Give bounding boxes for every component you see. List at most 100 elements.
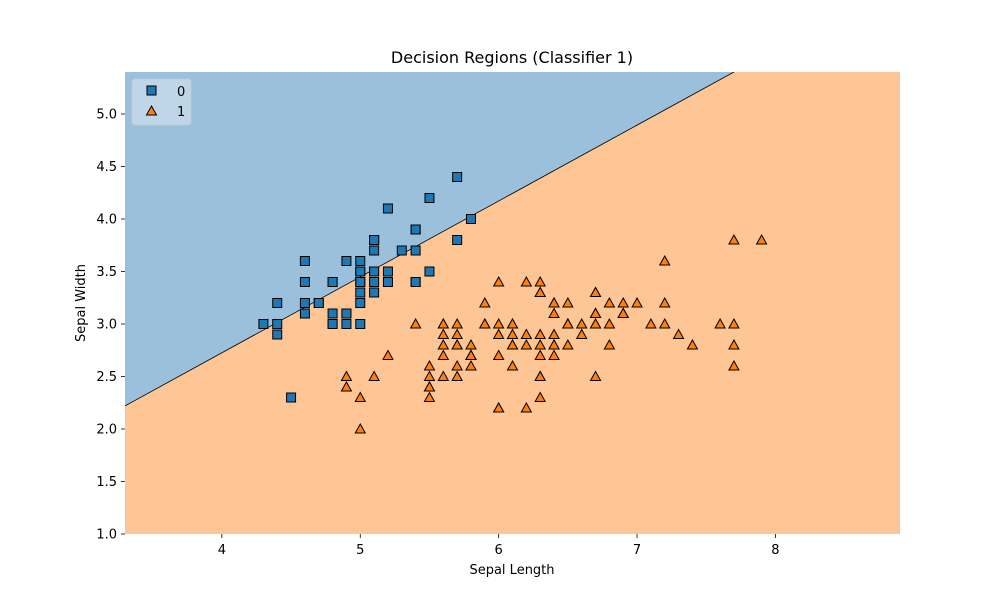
point-class-0 [369,287,380,298]
point-class-1 [714,317,726,329]
point-class-1 [520,328,533,339]
point-class-1 [686,338,699,350]
point-class-1 [465,359,477,371]
point-class-1 [506,328,519,339]
point-class-1 [534,370,547,381]
point-class-1 [534,286,547,297]
point-class-1 [340,380,353,392]
point-class-1 [437,338,450,350]
point-class-1 [520,275,533,287]
x-axis: 4 5 6 7 8 [218,534,780,558]
point-class-1 [423,359,436,371]
x-tick-label: 7 [633,543,641,558]
point-class-0 [272,298,283,308]
x-tick-label: 4 [218,543,226,558]
point-class-0 [369,235,380,245]
chart-title: Decision Regions (Classifier 1) [391,48,633,67]
point-class-1 [658,296,671,308]
point-class-1 [478,317,491,329]
point-class-1 [672,328,685,339]
y-tick-label: 3.5 [96,265,117,280]
y-tick-label: 1.0 [96,528,117,543]
point-class-1 [534,391,547,402]
point-class-0 [341,319,352,329]
point-class-0 [410,224,421,235]
point-class-1 [617,307,630,318]
point-class-0 [424,266,435,277]
point-class-1 [520,338,533,350]
point-class-1 [728,359,740,371]
y-tick-label: 2.5 [96,370,117,385]
point-class-1 [368,370,380,381]
x-axis-label: Sepal Length [469,563,554,578]
point-class-0 [452,172,463,182]
point-class-0 [465,214,476,224]
point-class-1 [451,359,463,371]
y-axis: 1.0 1.5 2.0 2.5 3.0 3.5 4.0 4.5 5.0 [96,108,125,543]
point-class-1 [548,328,560,339]
point-class-0 [424,193,435,203]
point-class-1 [603,296,616,308]
point-class-1 [451,370,463,381]
point-class-1 [492,349,505,360]
point-class-0 [382,203,393,214]
point-class-1 [755,233,768,245]
point-class-1 [506,338,519,350]
scatter-points [258,172,768,434]
point-class-1 [617,296,630,308]
point-class-1 [728,233,740,245]
point-class-0 [272,319,283,329]
point-class-1 [589,307,602,318]
point-class-1 [423,370,436,381]
point-class-0 [341,308,352,319]
point-class-1 [658,254,671,266]
point-class-0 [341,256,352,266]
y-tick-label: 4.0 [96,213,117,228]
point-class-1 [492,401,505,413]
point-class-0 [299,308,310,319]
point-class-1 [451,317,463,329]
point-class-1 [534,328,547,339]
point-class-1 [451,328,463,339]
point-class-1 [437,328,450,339]
y-tick-label: 5.0 [96,108,117,123]
point-class-0 [396,245,407,256]
point-class-0 [452,235,463,245]
point-class-0 [369,245,380,256]
point-class-1 [631,296,643,308]
point-class-0 [313,298,324,308]
point-class-1 [492,275,505,287]
point-class-0 [410,277,421,287]
point-class-1 [354,391,367,402]
point-class-1 [423,391,436,402]
point-class-1 [645,317,657,329]
point-class-0 [327,319,338,329]
point-class-0 [355,287,366,298]
point-class-0 [258,319,269,329]
point-class-1 [548,296,560,308]
point-class-1 [437,370,450,381]
point-class-1 [492,328,505,339]
point-class-1 [562,338,574,350]
point-class-0 [327,277,338,287]
point-class-0 [382,277,393,287]
point-class-0 [299,256,310,266]
y-tick-label: 2.0 [96,423,117,438]
point-class-1 [340,370,353,381]
point-class-1 [465,349,477,360]
point-class-1 [575,317,588,329]
point-class-1 [520,401,533,413]
y-tick-label: 1.5 [96,475,117,490]
legend-marker-1 [145,104,158,116]
point-class-0 [355,298,366,308]
point-class-0 [355,277,366,287]
point-class-1 [534,275,547,287]
point-class-1 [728,317,740,329]
y-tick-label: 3.0 [96,318,117,333]
point-class-1 [562,317,574,329]
point-class-1 [589,370,602,381]
point-class-0 [382,266,393,277]
point-class-1 [506,317,519,329]
y-axis-label: Sepal Width [74,264,89,342]
point-class-1 [562,296,574,308]
